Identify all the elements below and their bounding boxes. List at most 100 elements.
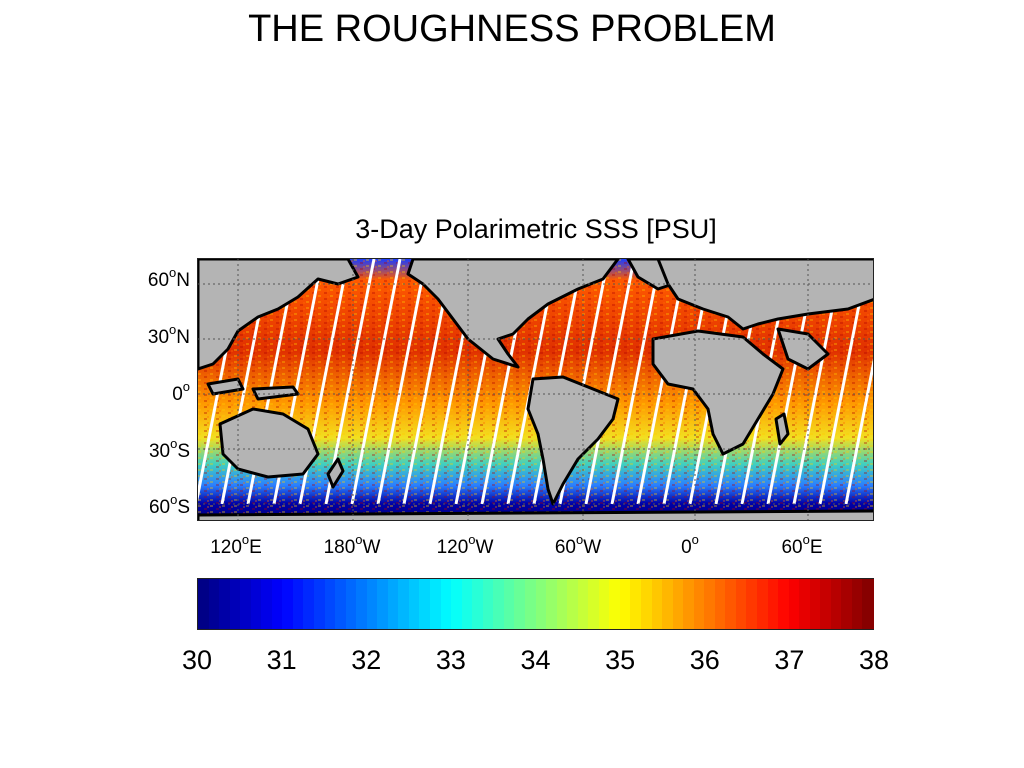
lon-label-60w: 60oW <box>554 531 602 558</box>
lat-label-60s: 60oS <box>148 491 190 518</box>
colorbar-segment <box>440 579 453 629</box>
lon-label-120w: 120oW <box>436 531 494 558</box>
slide-title: THE ROUGHNESS PROBLEM <box>248 8 776 50</box>
colorbar <box>197 578 874 630</box>
colorbar-segment <box>261 579 273 629</box>
colorbar-segment <box>271 579 284 629</box>
land-arabia <box>776 327 830 371</box>
salinity-map-canvas <box>198 259 873 520</box>
colorbar-segment <box>303 579 316 629</box>
colorbar-segment <box>451 579 463 629</box>
colorbar-segment <box>862 579 874 629</box>
colorbar-segment <box>704 579 716 629</box>
colorbar-segment <box>345 579 358 629</box>
colorbar-segment <box>851 579 864 629</box>
land-new-zealand <box>326 457 345 489</box>
colorbar-segment <box>693 579 706 629</box>
colorbar-segment <box>714 579 727 629</box>
lat-label-30s: 30oS <box>148 435 190 462</box>
colorbar-segment <box>746 579 758 629</box>
colorbar-tick-label: 37 <box>774 645 805 675</box>
land-africa <box>651 329 785 456</box>
colorbar-segment <box>503 579 516 629</box>
colorbar-segment <box>820 579 832 629</box>
colorbar-segment <box>524 579 537 629</box>
colorbar-segment <box>651 579 664 629</box>
lat-label-30n: 30oN <box>147 321 190 348</box>
colorbar-segment <box>640 579 653 629</box>
colorbar-segment <box>493 579 505 629</box>
colorbar-segment <box>324 579 337 629</box>
colorbar-segment <box>630 579 642 629</box>
colorbar-segment <box>430 579 442 629</box>
swath-gap <box>350 259 402 505</box>
colorbar-segment <box>767 579 780 629</box>
colorbar-segment <box>208 579 221 629</box>
colorbar-segment <box>830 579 843 629</box>
colorbar-segment <box>535 579 548 629</box>
colorbar-tick-label: 34 <box>520 645 551 675</box>
land-europe <box>656 259 873 331</box>
swath-gap <box>376 259 428 505</box>
colorbar-segment <box>482 579 495 629</box>
land-north-america <box>406 259 620 369</box>
land-australia <box>218 407 320 479</box>
lon-label-180w: 180oW <box>323 531 381 558</box>
land-madagascar <box>774 412 790 446</box>
lat-label-0: 0o <box>172 378 190 405</box>
colorbar-segment <box>609 579 621 629</box>
colorbar-tick-label: 30 <box>181 645 213 675</box>
swath-gap <box>844 358 873 505</box>
colorbar-segment <box>335 579 347 629</box>
colorbar-segment <box>841 579 853 629</box>
colorbar-segment <box>356 579 368 629</box>
map-title: 3-Day Polarimetric SSS [PSU] <box>355 214 717 244</box>
colorbar-segment <box>219 579 231 629</box>
colorbar-segment <box>366 579 379 629</box>
colorbar-segment <box>514 579 526 629</box>
colorbar-segment <box>788 579 801 629</box>
colorbar-segment <box>619 579 632 629</box>
colorbar-segment <box>778 579 790 629</box>
colorbar-segment <box>314 579 326 629</box>
colorbar-segment <box>472 579 484 629</box>
colorbar-segment <box>250 579 263 629</box>
colorbar-tick-label: 33 <box>435 645 466 675</box>
colorbar-segment <box>419 579 432 629</box>
colorbar-tick-label: 32 <box>351 645 382 675</box>
colorbar-segment <box>588 579 600 629</box>
colorbar-segment <box>282 579 294 629</box>
lon-label-60e: 60oE <box>781 531 823 558</box>
land-eurasia-east <box>198 259 360 371</box>
colorbar-segment <box>577 579 590 629</box>
colorbar-segment <box>292 579 305 629</box>
colorbar-segment <box>377 579 389 629</box>
colorbar-tick-label: 35 <box>605 645 636 675</box>
colorbar-segment <box>240 579 252 629</box>
colorbar-segment <box>398 579 410 629</box>
colorbar-tick-label: 31 <box>266 645 297 675</box>
colorbar-segment <box>756 579 769 629</box>
colorbar-segment <box>809 579 822 629</box>
colorbar-segment <box>461 579 474 629</box>
lat-label-60n: 60oN <box>147 264 190 291</box>
lon-label-0: 0o <box>681 531 699 558</box>
colorbar-segment <box>387 579 400 629</box>
colorbar-tick-label: 36 <box>689 645 720 675</box>
salinity-map <box>197 258 874 521</box>
colorbar-segment <box>198 579 210 629</box>
colorbar-tick-label: 38 <box>858 645 890 675</box>
colorbar-segment <box>567 579 579 629</box>
colorbar-segment <box>683 579 695 629</box>
swath-gap <box>584 259 636 505</box>
land-south-america <box>526 375 620 506</box>
colorbar-segment <box>799 579 811 629</box>
colorbar-segment <box>598 579 611 629</box>
colorbar-segment <box>556 579 569 629</box>
colorbar-segment <box>735 579 748 629</box>
colorbar-segment <box>662 579 674 629</box>
swath-gap <box>610 259 662 505</box>
land-antarctica <box>198 509 873 520</box>
colorbar-segment <box>546 579 558 629</box>
lon-label-120e: 120oE <box>210 531 262 558</box>
